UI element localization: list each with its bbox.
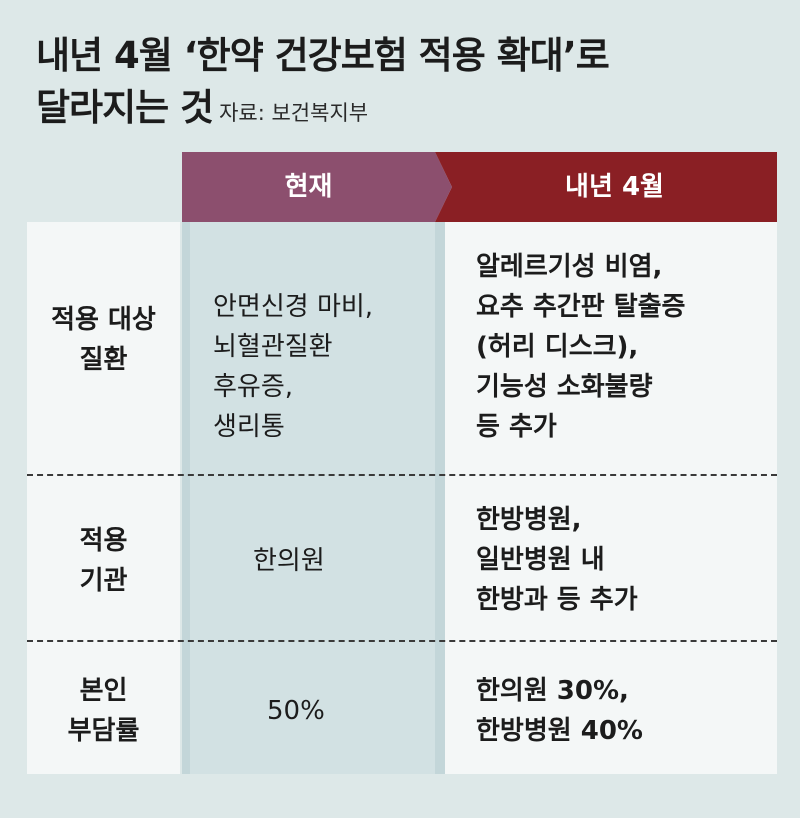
current-institutions: 한의원 (253, 546, 325, 576)
title-line-2: 달라지는 것 자료: 보건복지부 (36, 82, 609, 139)
row-label-copay-rate: 본인 부담률 (67, 676, 140, 746)
row-label-diseases: 적용 대상 질환 (51, 305, 156, 375)
title-line-2-text: 달라지는 것 (36, 86, 214, 129)
next-april-column (445, 222, 777, 774)
current-copay-rate: 50% (267, 696, 325, 726)
label-column (27, 222, 180, 774)
infographic-title: 내년 4월 ‘한약 건강보험 적용 확대’로 달라지는 것 자료: 보건복지부 (36, 30, 610, 139)
next-april-copay-rate: 한의원 30%, 한방병원 40% (476, 676, 643, 746)
current-header-label: 현재 (284, 172, 333, 202)
source-credit: 자료: 보건복지부 (219, 101, 369, 125)
next-april-institutions: 한방병원, 일반병원 내 한방과 등 추가 (476, 505, 638, 615)
next-april-diseases: 알레르기성 비염, 요추 추간판 탈출증 (허리 디스크), 기능성 소화불량 … (476, 252, 686, 442)
row-divider-2 (27, 640, 777, 642)
next-april-column-stripe (435, 222, 445, 774)
next-april-column-header (435, 152, 777, 222)
title-line-1: 내년 4월 ‘한약 건강보험 적용 확대’로 (36, 34, 610, 77)
row-label-institutions: 적용 기관 (79, 526, 128, 596)
next-april-header-label: 내년 4월 (565, 172, 664, 202)
row-divider-1 (27, 474, 777, 476)
current-column-header (182, 152, 452, 222)
current-column-stripe (182, 222, 190, 774)
current-diseases: 안면신경 마비, 뇌혈관질환 후유증, 생리통 (213, 292, 374, 442)
current-column (182, 222, 435, 774)
